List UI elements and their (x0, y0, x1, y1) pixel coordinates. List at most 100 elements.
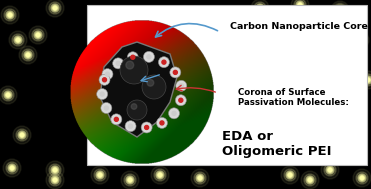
Circle shape (102, 69, 113, 80)
Circle shape (168, 108, 180, 119)
Circle shape (294, 0, 306, 11)
Circle shape (16, 37, 20, 43)
Circle shape (147, 79, 154, 86)
Circle shape (286, 171, 294, 179)
Circle shape (334, 6, 346, 18)
Circle shape (36, 33, 39, 36)
Circle shape (22, 49, 34, 61)
Circle shape (358, 174, 366, 182)
Circle shape (51, 166, 59, 174)
Circle shape (191, 169, 209, 187)
Circle shape (29, 26, 47, 44)
Circle shape (334, 4, 346, 16)
Circle shape (3, 159, 21, 177)
Circle shape (127, 52, 138, 63)
Circle shape (306, 176, 314, 184)
Circle shape (26, 53, 30, 57)
Circle shape (145, 125, 149, 129)
Circle shape (351, 31, 369, 49)
Circle shape (126, 176, 134, 184)
Circle shape (336, 6, 344, 14)
Circle shape (304, 174, 316, 186)
Circle shape (0, 86, 17, 104)
Circle shape (2, 89, 14, 101)
Circle shape (7, 94, 10, 97)
Circle shape (116, 61, 120, 65)
Circle shape (349, 112, 361, 124)
Circle shape (309, 178, 312, 181)
Circle shape (158, 173, 162, 177)
Circle shape (129, 124, 132, 128)
Circle shape (346, 109, 364, 127)
Circle shape (53, 177, 58, 183)
Circle shape (104, 106, 108, 110)
Circle shape (53, 169, 56, 171)
Circle shape (341, 151, 349, 159)
Circle shape (99, 74, 110, 85)
Circle shape (53, 6, 56, 9)
Circle shape (179, 98, 183, 102)
Circle shape (359, 71, 371, 89)
Circle shape (96, 171, 104, 179)
Circle shape (142, 75, 166, 99)
Circle shape (36, 33, 40, 37)
Circle shape (113, 58, 124, 69)
Circle shape (98, 174, 102, 177)
Text: EDA or
Oligomeric PEI: EDA or Oligomeric PEI (222, 130, 332, 158)
Circle shape (20, 133, 23, 136)
Circle shape (251, 0, 269, 17)
Circle shape (34, 31, 42, 39)
Circle shape (49, 164, 61, 176)
Circle shape (131, 55, 135, 59)
Circle shape (354, 34, 366, 46)
Circle shape (362, 74, 371, 86)
Circle shape (16, 129, 28, 141)
Circle shape (351, 114, 359, 122)
Circle shape (344, 153, 347, 156)
Circle shape (256, 4, 264, 12)
Circle shape (4, 91, 12, 99)
Circle shape (331, 1, 349, 19)
Circle shape (254, 2, 266, 14)
Circle shape (151, 166, 169, 184)
Circle shape (125, 121, 136, 132)
Circle shape (16, 39, 20, 42)
Circle shape (126, 61, 134, 69)
Circle shape (53, 167, 58, 173)
Circle shape (105, 72, 109, 76)
Circle shape (6, 162, 18, 174)
Circle shape (131, 104, 137, 109)
Circle shape (100, 92, 104, 96)
Circle shape (364, 76, 371, 84)
Circle shape (20, 132, 24, 138)
Circle shape (53, 178, 56, 181)
Circle shape (154, 169, 166, 181)
Circle shape (291, 0, 309, 14)
Bar (87, 5, 367, 165)
Circle shape (46, 0, 64, 17)
Circle shape (284, 169, 296, 181)
Circle shape (18, 131, 26, 139)
Circle shape (158, 57, 170, 68)
Circle shape (321, 161, 339, 179)
Circle shape (298, 2, 302, 8)
Circle shape (328, 169, 332, 171)
Circle shape (175, 95, 186, 106)
Circle shape (8, 164, 16, 172)
Circle shape (19, 46, 37, 64)
Circle shape (288, 173, 292, 177)
Polygon shape (100, 42, 177, 137)
Circle shape (179, 84, 183, 88)
Circle shape (141, 122, 152, 133)
Circle shape (367, 78, 370, 81)
Circle shape (338, 9, 341, 12)
Circle shape (173, 70, 177, 74)
Circle shape (194, 172, 206, 184)
Text: Carbon Nanoparticle Core: Carbon Nanoparticle Core (230, 22, 368, 31)
Circle shape (336, 8, 344, 16)
Circle shape (296, 1, 304, 9)
Circle shape (326, 166, 334, 174)
Circle shape (24, 51, 32, 59)
Circle shape (114, 117, 118, 121)
Circle shape (356, 36, 364, 44)
